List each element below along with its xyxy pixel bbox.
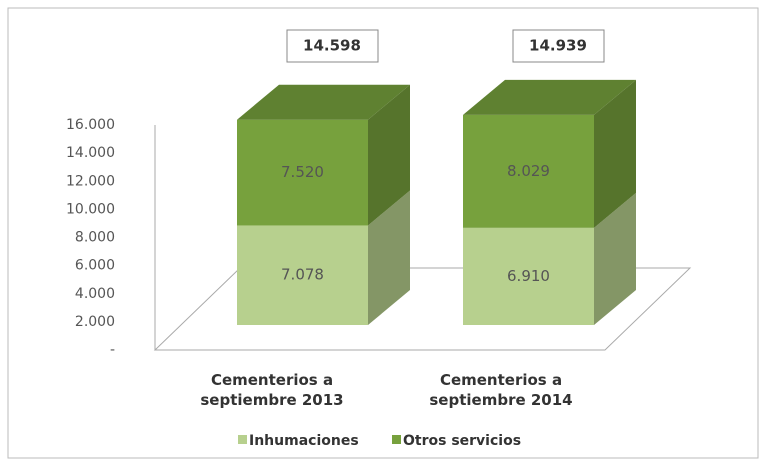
data-label: 8.029 — [507, 162, 550, 180]
y-tick-label: 4.000 — [75, 286, 115, 302]
y-tick-label: 14.000 — [66, 145, 115, 161]
bar-side — [368, 84, 410, 226]
data-label: 6.910 — [507, 267, 550, 285]
legend-label: Inhumaciones — [249, 433, 359, 449]
total-label: 14.598 — [303, 37, 361, 55]
bar — [237, 225, 368, 325]
legend-label: Otros servicios — [403, 433, 521, 449]
bar-side — [594, 192, 636, 325]
y-tick-label: 16.000 — [66, 117, 115, 133]
bar — [237, 119, 368, 226]
total-box — [286, 29, 379, 63]
bar — [463, 114, 594, 228]
total-label: 14.939 — [529, 37, 587, 55]
x-tick-label: Cementerios a septiembre 2013 — [200, 371, 344, 409]
x-tick-label: Cementerios a septiembre 2014 — [429, 371, 573, 409]
y-tick-label: 10.000 — [66, 201, 115, 217]
y-tick-label: 12.000 — [66, 173, 115, 189]
y-tick-label: 2.000 — [75, 314, 115, 330]
legend-swatch — [238, 435, 247, 444]
data-label: 7.520 — [281, 163, 324, 181]
y-tick-label: - — [110, 342, 115, 358]
data-label: 7.078 — [281, 266, 324, 284]
y-tick-label: 6.000 — [75, 258, 115, 274]
bar-side — [368, 190, 410, 325]
total-box — [512, 29, 605, 63]
bar-top — [237, 84, 410, 120]
y-tick-label: 8.000 — [75, 230, 115, 246]
legend-swatch — [392, 435, 401, 444]
bar — [463, 227, 594, 325]
bar-side — [594, 79, 636, 228]
bar-top — [463, 79, 636, 115]
